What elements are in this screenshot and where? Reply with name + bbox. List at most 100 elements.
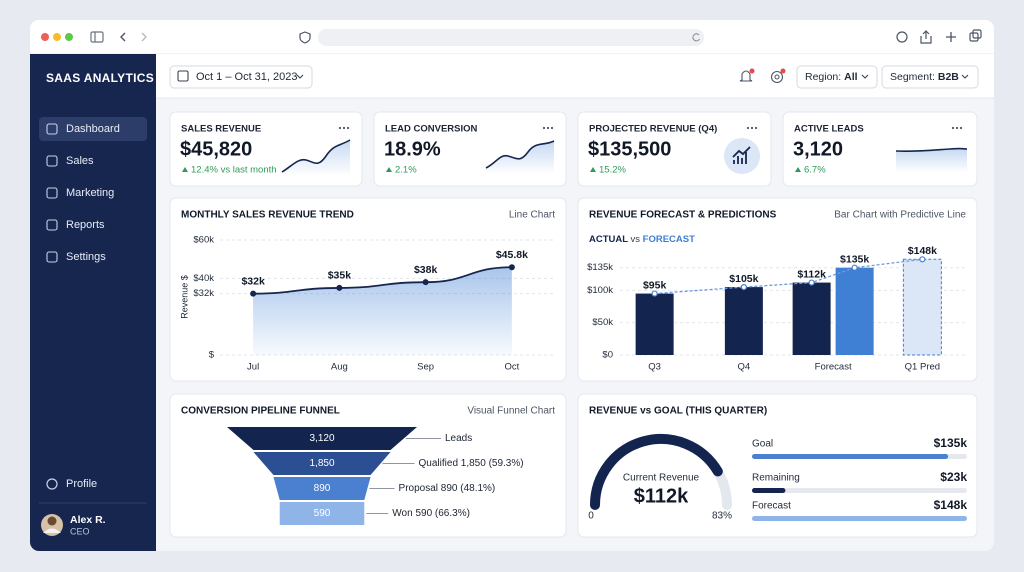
- stage-label: Won 590 (66.3%): [392, 508, 470, 519]
- revenue-icon: [732, 146, 751, 164]
- region-filter-text[interactable]: Region: All: [805, 71, 858, 83]
- kpi-value: $135,500: [588, 138, 671, 160]
- data-label: $105k: [729, 273, 758, 285]
- sidebar-toggle[interactable]: [90, 31, 104, 43]
- more-icon[interactable]: [754, 126, 758, 130]
- sparkline: [895, 147, 968, 153]
- trend-up-icon: [182, 167, 188, 172]
- tabs-icon[interactable]: [969, 32, 979, 42]
- more-icon[interactable]: [342, 126, 346, 130]
- kpi-change: 2.1%: [395, 165, 417, 176]
- user-role: CEO: [70, 526, 90, 536]
- more-icon[interactable]: [750, 126, 754, 130]
- forward-button[interactable]: [141, 32, 147, 42]
- brand: SAAS ANALYTICS: [46, 71, 154, 85]
- filter-value: All: [844, 71, 858, 83]
- nav-icon: [46, 251, 58, 263]
- chart-title: REVENUE vs GOAL (THIS QUARTER): [589, 406, 767, 417]
- settings-icon[interactable]: [770, 70, 784, 84]
- y-axis-label: Revenue $: [179, 275, 189, 319]
- line: [253, 266, 512, 295]
- new-tab-icon[interactable]: [946, 32, 956, 42]
- reload-icon[interactable]: [692, 33, 700, 42]
- segment-filter[interactable]: [881, 65, 979, 89]
- revenue-icon-bg: [724, 138, 760, 174]
- goal-name: Goal: [752, 439, 773, 450]
- trend-point: [851, 264, 858, 271]
- point: [422, 279, 429, 286]
- kpi-title: ACTIVE LEADS: [794, 124, 864, 135]
- date-picker[interactable]: [169, 65, 313, 89]
- address-bar[interactable]: [318, 29, 704, 46]
- goal-value: $23k: [940, 470, 967, 484]
- y-tick-label: $: [209, 350, 215, 361]
- date-range[interactable]: Oct 1 – Oct 31, 2023: [196, 71, 298, 83]
- more-icon[interactable]: [542, 126, 546, 130]
- stage-value: 890: [314, 483, 331, 494]
- trend-up-icon: [386, 167, 392, 172]
- profile-link[interactable]: Profile: [66, 478, 97, 490]
- chevron: [961, 74, 969, 79]
- stage-value: 3,120: [309, 433, 334, 444]
- chart-card: [577, 197, 978, 382]
- filter-label: Region:: [805, 71, 841, 83]
- calendar-icon: [177, 70, 189, 82]
- chart-subtitle: Bar Chart with Predictive Line: [834, 210, 966, 221]
- sparkline: [281, 139, 351, 173]
- profile-icon: [46, 478, 58, 490]
- kpi-change: 15.2%: [599, 165, 626, 176]
- nav-item[interactable]: Reports: [66, 219, 105, 231]
- more-icon[interactable]: [346, 126, 350, 130]
- back-button[interactable]: [120, 32, 126, 42]
- stage-label: Proposal 890 (48.1%): [399, 483, 496, 494]
- x-tick-label: Q1 Pred: [905, 362, 940, 373]
- region-filter[interactable]: [796, 65, 878, 89]
- bar: [902, 258, 942, 356]
- nav-item[interactable]: Marketing: [66, 187, 114, 199]
- minimize-button[interactable]: [53, 33, 61, 41]
- share-icon[interactable]: [920, 30, 932, 44]
- notification-bell[interactable]: [739, 70, 753, 82]
- y-tick-label: $40k: [193, 273, 214, 284]
- nav-active: [39, 117, 147, 141]
- y-tick-label: $135k: [587, 262, 613, 273]
- nav-icon: [46, 187, 58, 199]
- nav-item[interactable]: Dashboard: [66, 123, 120, 135]
- avatar-head: [47, 516, 57, 526]
- bar: [835, 267, 874, 355]
- settings-icon-center: [774, 74, 780, 80]
- chart-card: [577, 393, 978, 538]
- avatar-shirt: [43, 528, 61, 533]
- nav-item[interactable]: Settings: [66, 251, 106, 263]
- more-icon[interactable]: [338, 126, 342, 130]
- trend-point: [919, 256, 926, 263]
- more-icon[interactable]: [955, 126, 959, 130]
- goal-name: Remaining: [752, 473, 800, 484]
- point: [336, 284, 343, 291]
- shield-icon[interactable]: [299, 31, 311, 44]
- data-label: $95k: [643, 279, 667, 291]
- more-icon[interactable]: [959, 126, 963, 130]
- nav-item[interactable]: Sales: [66, 155, 94, 167]
- gauge-label: Current Revenue: [623, 473, 700, 484]
- x-tick-label: Jul: [247, 362, 259, 373]
- more-icon[interactable]: [546, 126, 550, 130]
- nav-icon: [46, 219, 58, 231]
- trend-point: [651, 290, 658, 297]
- chart-subtitle: Line Chart: [509, 210, 555, 221]
- maximize-button[interactable]: [65, 33, 73, 41]
- close-button[interactable]: [41, 33, 49, 41]
- chart-title: REVENUE FORECAST & PREDICTIONS: [589, 210, 777, 221]
- more-icon[interactable]: [951, 126, 955, 130]
- segment-filter-text[interactable]: Segment: B2B: [890, 71, 959, 83]
- stage-label: Qualified 1,850 (59.3%): [419, 458, 524, 469]
- sparkline: [485, 140, 555, 169]
- stage-value: 590: [314, 508, 331, 519]
- more-icon[interactable]: [550, 126, 554, 130]
- nav-icon: [46, 155, 58, 167]
- sparkline-area: [486, 141, 554, 174]
- more-icon[interactable]: [746, 126, 750, 130]
- download-icon[interactable]: [896, 31, 908, 43]
- goal-value: $135k: [934, 436, 968, 450]
